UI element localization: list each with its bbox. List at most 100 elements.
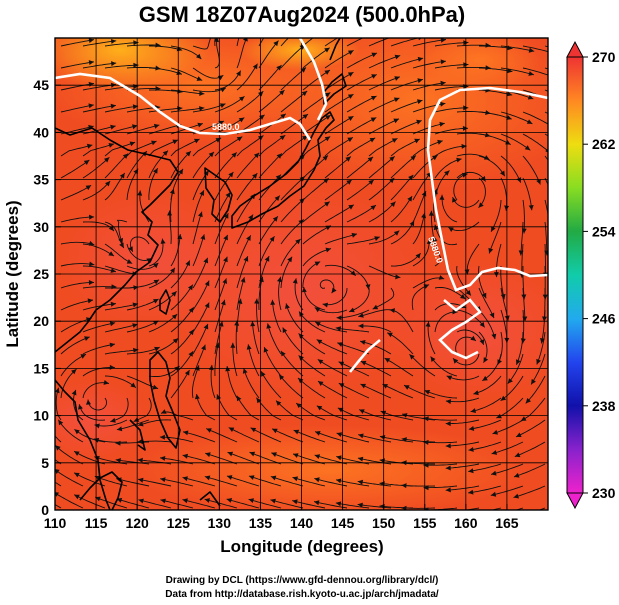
streamline-arrow xyxy=(271,452,277,457)
streamline xyxy=(192,137,222,157)
streamline-arrow xyxy=(390,201,396,207)
streamline-arrow xyxy=(269,236,275,242)
streamline xyxy=(104,172,126,201)
streamline-arrow xyxy=(172,338,179,344)
streamline-arrow xyxy=(285,303,290,309)
streamline-arrow xyxy=(86,399,91,405)
x-tick-label: 130 xyxy=(208,515,232,531)
streamline xyxy=(434,286,466,300)
streamline xyxy=(192,38,211,50)
streamline xyxy=(170,329,195,355)
streamline-arrow xyxy=(318,381,324,386)
streamline xyxy=(445,441,480,447)
streamline-arrow xyxy=(182,453,188,459)
streamline xyxy=(148,139,179,157)
streamline-arrow xyxy=(387,332,393,338)
streamline-arrow xyxy=(470,335,476,341)
streamline xyxy=(214,152,238,179)
streamline-arrow xyxy=(178,168,183,175)
streamline xyxy=(60,263,95,267)
streamline xyxy=(478,155,506,177)
streamline xyxy=(478,287,495,319)
streamline-arrow xyxy=(160,238,166,244)
taiwan xyxy=(159,289,171,315)
streamline xyxy=(298,333,326,355)
streamline xyxy=(324,71,354,91)
streamline-arrow xyxy=(215,342,220,348)
streamline xyxy=(104,375,137,388)
streamline-arrow xyxy=(506,91,513,97)
streamline-arrow xyxy=(208,151,214,158)
streamline xyxy=(390,252,421,267)
streamline xyxy=(292,476,326,487)
streamline-arrow xyxy=(322,302,328,308)
streamline xyxy=(126,279,160,289)
streamline-arrow xyxy=(426,238,432,244)
y-tick-label: 35 xyxy=(33,172,49,188)
streamline xyxy=(492,419,524,435)
streamline xyxy=(55,503,62,509)
x-tick-label: 155 xyxy=(413,515,437,531)
streamline xyxy=(210,364,216,399)
colorbar-min-arrow xyxy=(566,492,584,510)
streamline xyxy=(104,303,139,311)
streamline xyxy=(302,47,330,69)
streamline-arrow xyxy=(104,157,110,163)
streamline-arrow xyxy=(445,487,451,493)
streamline-arrow xyxy=(485,65,491,71)
streamline xyxy=(294,278,304,311)
streamline xyxy=(60,299,94,311)
streamline-arrow xyxy=(315,321,321,327)
streamline xyxy=(236,172,258,201)
streamline-arrow xyxy=(205,452,211,458)
streamline-arrow xyxy=(234,320,240,326)
streamline xyxy=(60,353,87,377)
streamline-arrow xyxy=(314,261,321,267)
streamline-arrow xyxy=(246,344,252,350)
streamline xyxy=(227,451,260,465)
streamline-arrow xyxy=(468,447,474,452)
streamline-arrow xyxy=(298,219,304,225)
streamline-arrow xyxy=(440,59,446,65)
streamline-arrow xyxy=(367,156,374,162)
streamline xyxy=(55,458,62,465)
streamline xyxy=(368,38,391,47)
streamline-arrow xyxy=(282,327,288,333)
streamline-arrow xyxy=(279,135,286,141)
streamline-arrow xyxy=(209,31,214,37)
streamline xyxy=(456,265,472,296)
streamline xyxy=(541,309,546,344)
korea xyxy=(204,167,233,223)
streamline xyxy=(346,179,375,201)
streamline-arrow xyxy=(222,278,228,284)
streamline-arrow xyxy=(137,457,143,463)
wind-streamlines xyxy=(55,31,548,510)
streamline-arrow xyxy=(263,347,269,353)
streamline-arrow xyxy=(395,274,401,280)
streamline xyxy=(192,302,210,333)
streamline-arrow xyxy=(188,329,194,336)
streamline xyxy=(55,469,84,487)
streamline-arrow xyxy=(171,291,177,297)
streamline xyxy=(148,107,183,113)
streamline-arrow xyxy=(500,170,505,177)
streamline-arrow xyxy=(438,275,445,280)
streamline-arrow xyxy=(216,394,222,400)
streamline-arrow xyxy=(218,120,224,126)
streamline xyxy=(445,463,480,469)
streamline xyxy=(126,375,159,390)
streamline xyxy=(258,38,265,47)
streamline xyxy=(302,69,331,91)
streamline xyxy=(192,257,209,289)
streamline xyxy=(104,349,139,355)
x-tick-label: 110 xyxy=(44,515,67,531)
streamline xyxy=(116,419,150,431)
streamline-arrow xyxy=(115,440,121,446)
streamline xyxy=(285,303,304,333)
streamline xyxy=(324,233,358,245)
streamline-arrow xyxy=(105,181,111,187)
streamline-arrow xyxy=(183,430,189,436)
streamline-arrow xyxy=(360,383,366,389)
borneo xyxy=(79,471,123,510)
streamline-arrow xyxy=(276,65,282,71)
